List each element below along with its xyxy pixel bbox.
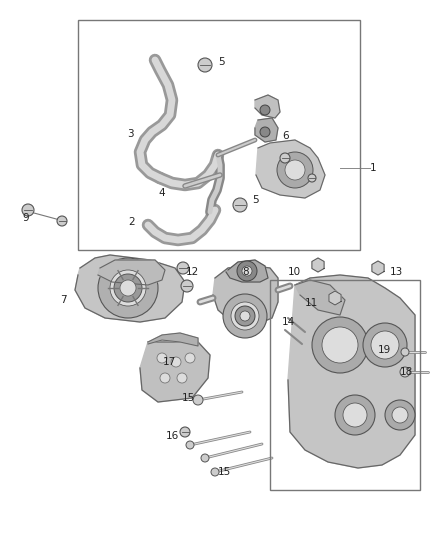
Circle shape [22,204,34,216]
Circle shape [223,294,267,338]
Text: 19: 19 [378,345,391,355]
Circle shape [181,280,193,292]
Polygon shape [295,280,345,315]
Polygon shape [213,265,278,325]
Circle shape [177,373,187,383]
Text: 6: 6 [282,131,289,141]
Circle shape [371,331,399,359]
Text: 10: 10 [288,267,301,277]
Text: 13: 13 [390,267,403,277]
Circle shape [240,311,250,321]
Circle shape [335,395,375,435]
Circle shape [193,395,203,405]
Text: 5: 5 [252,195,258,205]
Circle shape [211,468,219,476]
Circle shape [308,174,316,182]
Circle shape [160,373,170,383]
Circle shape [242,266,252,276]
Circle shape [392,407,408,423]
Circle shape [57,216,67,226]
Polygon shape [140,342,210,402]
Circle shape [233,198,247,212]
Text: 8: 8 [242,267,249,277]
Polygon shape [312,258,324,272]
Text: 14: 14 [282,317,295,327]
Circle shape [280,153,290,163]
Text: 7: 7 [60,295,67,305]
Text: 1: 1 [370,163,377,173]
Text: 4: 4 [158,188,165,198]
Circle shape [260,127,270,137]
Circle shape [185,353,195,363]
Polygon shape [255,95,280,118]
Polygon shape [256,140,325,198]
Circle shape [237,261,257,281]
Polygon shape [288,275,415,468]
Polygon shape [75,255,185,322]
Text: 15: 15 [182,393,195,403]
Text: 12: 12 [186,267,199,277]
Circle shape [114,274,142,302]
Text: 2: 2 [128,217,134,227]
Circle shape [285,160,305,180]
Polygon shape [98,260,165,285]
Circle shape [186,441,194,449]
Text: 17: 17 [163,357,176,367]
Circle shape [171,357,181,367]
Circle shape [231,302,259,330]
Circle shape [400,367,410,377]
Circle shape [385,400,415,430]
Circle shape [177,262,189,274]
Text: 11: 11 [305,298,318,308]
Polygon shape [148,333,198,346]
Circle shape [401,348,409,356]
Circle shape [363,323,407,367]
Circle shape [157,353,167,363]
Polygon shape [226,260,268,282]
Text: 3: 3 [127,129,134,139]
Polygon shape [255,118,278,142]
Text: 9: 9 [22,213,28,223]
Circle shape [110,270,146,306]
Circle shape [198,58,212,72]
Circle shape [98,258,158,318]
Circle shape [180,427,190,437]
Circle shape [343,403,367,427]
Circle shape [312,317,368,373]
Polygon shape [372,261,384,275]
Text: 15: 15 [218,467,231,477]
Circle shape [201,454,209,462]
Bar [270,280,420,490]
Circle shape [322,327,358,363]
Bar [78,20,360,250]
Text: 18: 18 [400,367,413,377]
Polygon shape [329,291,341,305]
Circle shape [277,152,313,188]
Circle shape [235,306,255,326]
Circle shape [120,280,136,296]
Text: 16: 16 [166,431,179,441]
Text: 5: 5 [218,57,225,67]
Circle shape [260,105,270,115]
